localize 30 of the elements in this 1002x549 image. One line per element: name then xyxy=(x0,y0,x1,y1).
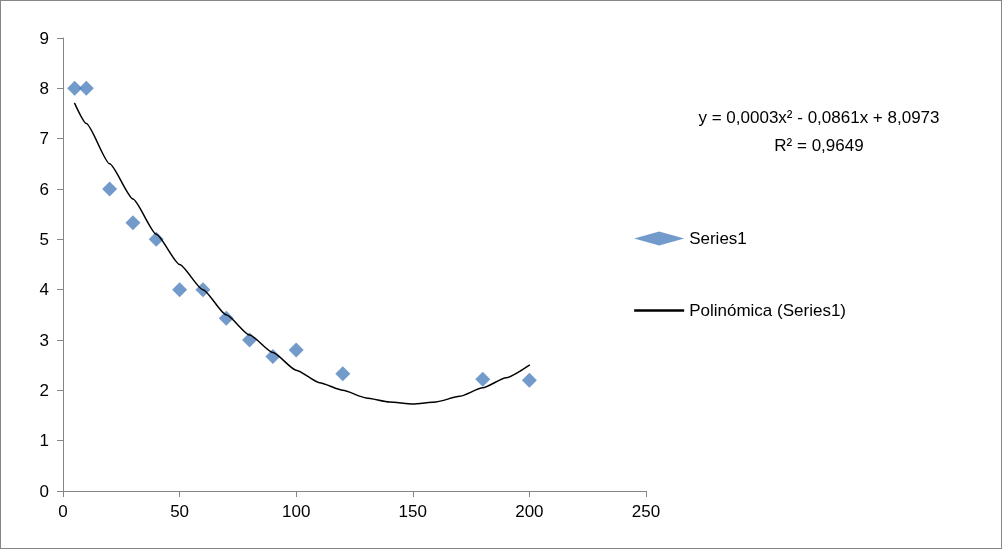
point xyxy=(102,181,118,197)
y-tick-label: 7 xyxy=(39,129,49,149)
point xyxy=(521,372,537,388)
y-tick-label: 6 xyxy=(39,179,49,199)
x-tick-label: 100 xyxy=(282,502,311,521)
y-tick-label: 3 xyxy=(39,330,49,350)
legend-label: Polinómica (Series1) xyxy=(689,301,847,320)
x-tick-label: 0 xyxy=(58,502,68,521)
point xyxy=(172,282,188,298)
point xyxy=(475,371,491,387)
point xyxy=(288,342,304,358)
y-tick-label: 2 xyxy=(39,380,49,400)
y-tick-label: 5 xyxy=(39,229,49,249)
point xyxy=(78,80,94,96)
x-tick-label: 150 xyxy=(398,502,427,521)
x-tick-label: 250 xyxy=(631,502,661,521)
x-tick-label: 50 xyxy=(170,502,190,521)
y-tick-label: 9 xyxy=(39,28,49,48)
legend-label: Series1 xyxy=(689,229,747,248)
point xyxy=(125,215,141,231)
text: R² = 0,9649 xyxy=(774,136,864,155)
line-series xyxy=(73,102,531,405)
y-tick-label: 0 xyxy=(39,481,49,501)
point xyxy=(67,80,83,96)
point xyxy=(335,366,351,382)
y-tick-label: 8 xyxy=(39,78,49,98)
text: y = 0,0003x² - 0,0861x + 8,0973 xyxy=(698,108,940,127)
y-tick-label: 1 xyxy=(39,431,49,451)
x-tick-label: 200 xyxy=(515,502,544,521)
y-tick-label: 4 xyxy=(39,280,49,300)
